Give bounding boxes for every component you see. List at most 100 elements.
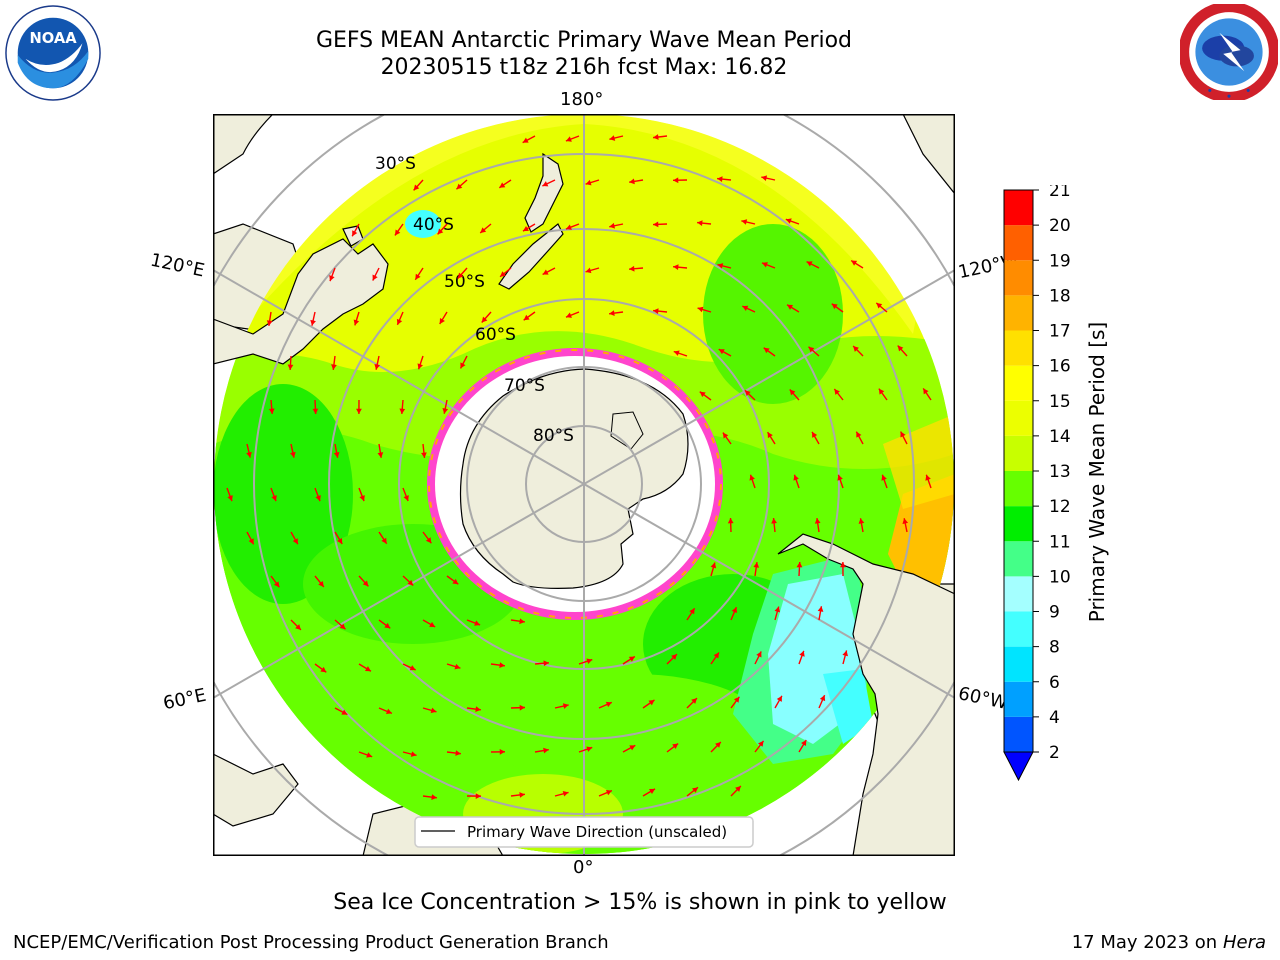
wave-arrow-head: [629, 745, 636, 751]
wave-arrow-head: [384, 622, 391, 629]
wave-arrow-head: [364, 666, 371, 672]
colorbar-tick-label: 18: [1049, 286, 1071, 306]
wave-arrow-head: [543, 660, 549, 667]
wave-arrow-head: [806, 261, 813, 267]
lon-label-60e: 60°E: [161, 684, 208, 715]
wave-arrow-head: [499, 662, 505, 668]
wave-arrow-head: [362, 580, 369, 587]
footer-host: Hera: [1222, 932, 1266, 953]
wave-arrow-head: [717, 176, 723, 182]
wave-arrow-head: [437, 228, 444, 235]
wave-arrow-head: [785, 218, 792, 224]
wave-arrow-head: [543, 747, 549, 754]
wave-arrow-head: [519, 792, 525, 798]
wave-arrow-head: [649, 788, 656, 795]
colorbar-segment: [1004, 330, 1033, 366]
wave-arrow-head: [431, 794, 437, 800]
wave-arrow-head: [499, 182, 506, 188]
lat-label-40s: 40°S: [413, 215, 454, 235]
wave-arrow-head: [819, 695, 826, 702]
wave-arrow-head: [697, 306, 704, 313]
wave-arrow-head: [475, 706, 481, 712]
wave-arrow-head: [585, 179, 592, 186]
wave-arrow-head: [691, 698, 697, 704]
wave-arrow-head: [381, 537, 387, 544]
wave-arrow-head: [353, 319, 360, 326]
wave-arrow-head: [689, 608, 695, 615]
nws-logo: [1180, 4, 1278, 100]
wave-arrow-head: [653, 221, 659, 228]
new-zealand: [524, 152, 564, 233]
wave-arrow-head: [609, 135, 616, 141]
wave-arrow-head: [831, 303, 838, 310]
wave-arrow-head: [648, 700, 655, 706]
lon-label-0: 0°: [573, 857, 594, 878]
wave-arrow-head: [767, 432, 773, 439]
colorbar-label: Primary Wave Mean Period [s]: [1085, 321, 1109, 623]
colorbar-tick-label: 11: [1049, 532, 1071, 552]
wave-arrow-head: [425, 537, 432, 544]
wave-arrow-head: [310, 319, 316, 326]
colorbar-extend-min: [1003, 751, 1034, 782]
wave-direction-arrows: [226, 134, 932, 841]
wave-arrow-head: [409, 665, 416, 671]
sea-ice-note: Sea Ice Concentration > 15% is shown in …: [333, 890, 947, 915]
wave-arrow-head: [697, 220, 703, 226]
wave-arrow-head: [403, 495, 409, 502]
wave-arrow-head: [710, 562, 717, 569]
colorbar-tick-label: 14: [1049, 427, 1071, 447]
colorbar-segment: [1004, 716, 1033, 752]
wave-arrow-head: [763, 347, 770, 354]
wave-arrow-head: [925, 474, 931, 481]
wave-arrow-head: [377, 452, 384, 458]
wave-arrow-head: [410, 751, 417, 757]
wave-arrow-head: [713, 652, 719, 659]
colorbar-segment: [1004, 576, 1033, 612]
colorbar-tick-label: 10: [1049, 567, 1071, 587]
colorbar-segment: [1004, 681, 1033, 717]
wave-arrow-head: [776, 695, 782, 702]
wave-arrow-head: [735, 786, 741, 792]
wave-arrow-head: [717, 263, 724, 269]
wave-arrow-head: [439, 317, 445, 324]
wave-arrow-head: [761, 262, 768, 268]
wave-arrow-head: [673, 350, 680, 356]
wave-arrow-head: [315, 495, 321, 502]
lat-label-70s: 70°S: [504, 376, 545, 396]
colorbar-tick-label: 15: [1049, 392, 1071, 412]
svg-text:NOAA: NOAA: [29, 30, 77, 47]
wave-arrow-head: [352, 230, 358, 237]
colorbar-segment: [1004, 260, 1033, 296]
wave-arrow-head: [851, 260, 858, 266]
wave-arrow-head: [923, 388, 929, 395]
wave-arrow-head: [500, 271, 506, 277]
colorbar-tick-label: 4: [1049, 708, 1060, 728]
wave-arrow-head: [320, 666, 327, 673]
polar-map: 30°S 40°S 50°S 60°S 70°S 80°S Primary Wa…: [213, 114, 955, 856]
wave-arrow-head: [673, 177, 679, 184]
wave-arrow-head: [853, 346, 859, 352]
lon-label-120e: 120°E: [148, 249, 207, 282]
wave-arrow-head: [876, 302, 883, 309]
wave-arrow-head: [372, 274, 378, 281]
wave-arrow-head: [519, 704, 525, 711]
wave-arrow-head: [248, 538, 254, 545]
wave-arrow-head: [562, 703, 569, 709]
colorbar-segment: [1004, 365, 1033, 401]
wave-arrow-head: [565, 136, 572, 142]
wave-arrow-head: [749, 474, 755, 481]
wave-arrow-head: [292, 538, 298, 545]
wave-arrow-head: [523, 314, 530, 321]
wave-arrow-head: [519, 618, 525, 625]
wave-arrow-head: [742, 305, 749, 311]
wave-arrow-head: [771, 518, 777, 524]
lon-label-180: 180°: [560, 89, 604, 110]
lat-label-80s: 80°S: [533, 426, 574, 446]
colorbar-tick-label: 2: [1049, 743, 1060, 763]
wave-arrow-head: [653, 134, 659, 140]
wave-arrow-head: [456, 183, 463, 190]
colorbar-tick-label: 21: [1049, 185, 1071, 201]
wave-arrow-head: [295, 624, 301, 630]
lat-label-50s: 50°S: [444, 272, 485, 292]
footer-date-text: 17 May 2023 on: [1071, 932, 1218, 953]
